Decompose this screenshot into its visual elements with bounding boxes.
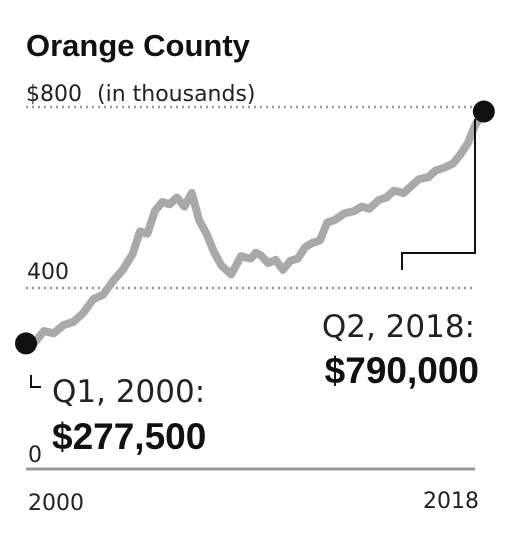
chart-title: Orange County bbox=[26, 28, 251, 63]
start-annotation: Q1, 2000: $277,500 bbox=[15, 332, 206, 457]
y-unit-label: (in thousands) bbox=[97, 82, 256, 107]
end-annotation: Q2, 2018: $790,000 bbox=[322, 100, 495, 391]
x-tick-label-2000: 2000 bbox=[28, 491, 84, 516]
y-tick-label-800: $800 (in thousands) bbox=[26, 82, 256, 107]
x-tick-label-2018: 2018 bbox=[423, 489, 479, 514]
start-annotation-value: $277,500 bbox=[52, 416, 206, 457]
y-tick-label-400: 400 bbox=[27, 260, 69, 285]
x-axis-ticks: 2000 2018 bbox=[28, 489, 479, 516]
end-annotation-label: Q2, 2018: bbox=[322, 309, 475, 345]
y-axis-ticks: $800 (in thousands) 400 0 bbox=[26, 82, 256, 468]
y-tick-label-800-value: $800 bbox=[26, 82, 82, 107]
start-point-marker bbox=[15, 332, 37, 355]
y-tick-label-0: 0 bbox=[28, 443, 42, 468]
price-series-line bbox=[30, 107, 488, 348]
start-annotation-label: Q1, 2000: bbox=[52, 374, 205, 410]
end-point-marker bbox=[472, 100, 495, 123]
end-annotation-value: $790,000 bbox=[325, 350, 479, 391]
end-leader-line bbox=[401, 119, 476, 270]
start-leader-line bbox=[30, 375, 41, 388]
